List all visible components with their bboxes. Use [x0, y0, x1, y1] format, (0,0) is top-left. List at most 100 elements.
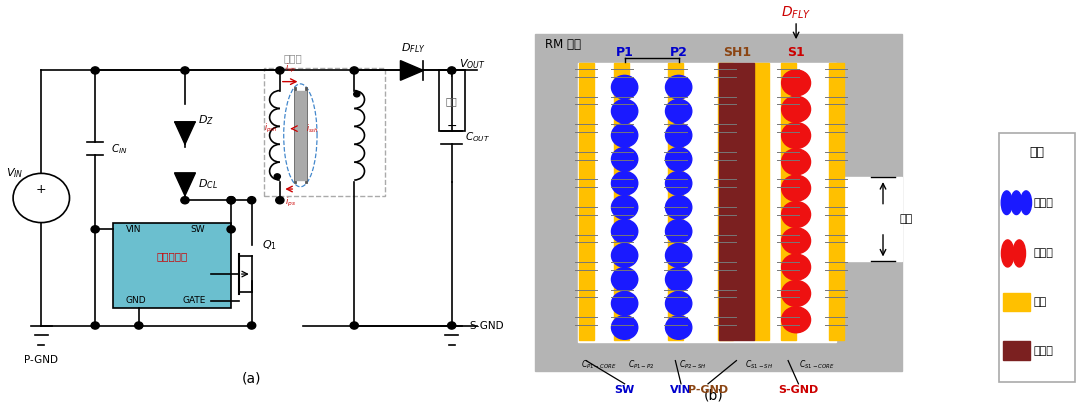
Circle shape [180, 197, 189, 204]
Circle shape [665, 171, 692, 195]
Text: GATE: GATE [183, 297, 205, 306]
Text: 初级侧: 初级侧 [1034, 198, 1054, 208]
Text: P1: P1 [616, 46, 634, 59]
Bar [536, 34, 902, 371]
Circle shape [180, 67, 189, 74]
Circle shape [611, 220, 638, 243]
Text: +: + [447, 69, 457, 79]
Text: (a): (a) [242, 372, 261, 386]
Circle shape [247, 197, 256, 204]
Text: $V_{OUT}$: $V_{OUT}$ [459, 57, 486, 71]
Text: 反激控制器: 反激控制器 [157, 251, 188, 261]
Text: $C_{S1-CORE}$: $C_{S1-CORE}$ [799, 359, 835, 371]
Text: GND: GND [126, 297, 147, 306]
Circle shape [782, 228, 811, 254]
Text: 胶带: 胶带 [1034, 297, 1048, 307]
Circle shape [1021, 191, 1031, 215]
Polygon shape [401, 61, 423, 80]
Circle shape [665, 99, 692, 123]
Circle shape [274, 174, 281, 179]
Text: $D_{FLY}$: $D_{FLY}$ [401, 41, 426, 55]
Text: $i_{ssh}$: $i_{ssh}$ [306, 122, 319, 135]
Circle shape [91, 226, 99, 233]
Circle shape [782, 281, 811, 306]
Circle shape [611, 75, 638, 99]
Text: −: − [446, 120, 457, 133]
Text: $D_{FLY}$: $D_{FLY}$ [781, 4, 811, 21]
Text: SW: SW [615, 385, 635, 395]
Circle shape [611, 148, 638, 171]
Text: $C_{P2-SH}$: $C_{P2-SH}$ [679, 359, 706, 371]
Polygon shape [175, 122, 195, 144]
Circle shape [782, 96, 811, 122]
Circle shape [611, 292, 638, 315]
Circle shape [350, 67, 359, 74]
Circle shape [275, 67, 284, 74]
Circle shape [350, 322, 359, 329]
Text: 气隙: 气隙 [900, 214, 913, 224]
Text: $C_{P1-CORE}$: $C_{P1-CORE}$ [581, 359, 617, 371]
FancyBboxPatch shape [999, 133, 1075, 382]
Text: $V_{IN}$: $V_{IN}$ [5, 166, 24, 180]
Text: P-GND: P-GND [25, 355, 58, 364]
Circle shape [91, 67, 99, 74]
Circle shape [447, 67, 456, 74]
Text: S1: S1 [787, 46, 805, 59]
Circle shape [665, 292, 692, 315]
Bar [718, 63, 754, 339]
Circle shape [665, 148, 692, 171]
Text: SH1: SH1 [724, 46, 752, 59]
Circle shape [782, 149, 811, 175]
Circle shape [782, 254, 811, 280]
Polygon shape [175, 173, 195, 196]
Circle shape [782, 70, 811, 96]
Bar [1003, 342, 1030, 360]
Circle shape [782, 307, 811, 333]
Text: $C_{S1-SH}$: $C_{S1-SH}$ [744, 359, 772, 371]
Circle shape [665, 196, 692, 219]
Circle shape [227, 197, 235, 204]
Circle shape [665, 244, 692, 267]
Circle shape [665, 75, 692, 99]
Circle shape [611, 316, 638, 339]
Circle shape [227, 226, 235, 233]
Text: 次级侧: 次级侧 [1034, 248, 1054, 258]
Circle shape [782, 123, 811, 148]
Circle shape [611, 267, 638, 291]
Text: $C_{P1-P2}$: $C_{P1-P2}$ [627, 359, 654, 371]
Circle shape [782, 175, 811, 201]
Text: (b): (b) [704, 389, 724, 403]
Circle shape [1011, 191, 1022, 215]
Bar [781, 63, 796, 339]
Text: VIN: VIN [670, 385, 692, 395]
Circle shape [1013, 240, 1026, 267]
Circle shape [611, 171, 638, 195]
Text: P-GND: P-GND [688, 385, 728, 395]
Text: S-GND: S-GND [779, 385, 819, 395]
Circle shape [665, 220, 692, 243]
Text: $C_{OUT}$: $C_{OUT}$ [464, 130, 489, 144]
Text: 负载: 负载 [446, 96, 458, 106]
Circle shape [247, 322, 256, 329]
Bar [578, 63, 836, 342]
Bar [754, 63, 769, 339]
Circle shape [135, 322, 143, 329]
Circle shape [1001, 191, 1012, 215]
Circle shape [665, 316, 692, 339]
Circle shape [227, 197, 235, 204]
FancyBboxPatch shape [438, 70, 464, 131]
Circle shape [447, 322, 456, 329]
Text: $i_{sp}$: $i_{sp}$ [285, 62, 296, 75]
Circle shape [611, 196, 638, 219]
Text: P2: P2 [670, 46, 688, 59]
Text: SW: SW [191, 225, 205, 234]
Text: +: + [36, 182, 46, 196]
Bar [836, 177, 902, 261]
Bar [579, 63, 594, 339]
Circle shape [665, 267, 692, 291]
Bar [667, 63, 683, 339]
Text: S-GND: S-GND [470, 321, 504, 330]
Circle shape [1001, 240, 1014, 267]
Circle shape [611, 244, 638, 267]
Bar [1003, 293, 1030, 311]
